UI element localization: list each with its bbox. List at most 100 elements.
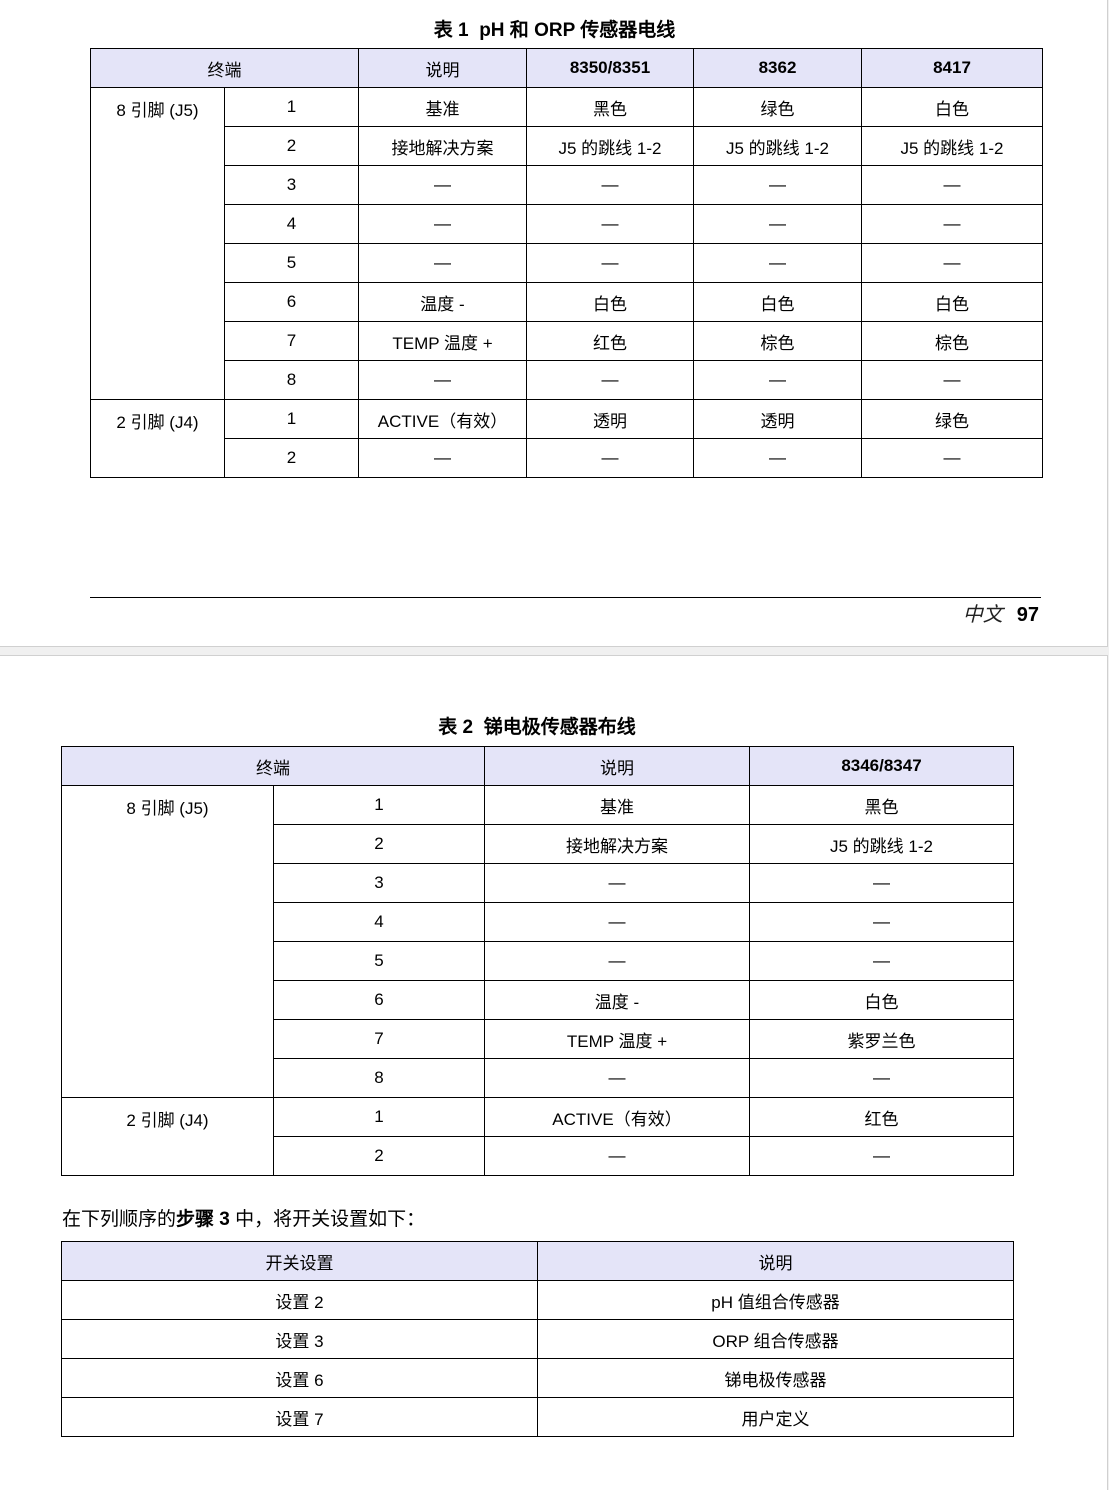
table-cell: — <box>693 438 862 478</box>
pin-number: 1 <box>273 785 485 825</box>
pin-number: 5 <box>224 243 359 283</box>
table-row: 5— — <box>62 941 1014 981</box>
table-cell: ACTIVE（有效） <box>358 399 527 439</box>
table-cell: 设置 6 <box>61 1358 538 1398</box>
header-description: 说明 <box>484 746 750 786</box>
switch-table: 开关设置 说明 设置 2 pH 值组合传感器 设置 3 ORP 组合传感器 设置 6 锑电… <box>61 1241 1014 1437</box>
table-1-caption: 表 1 pH 和 ORP 传感器电线 <box>433 20 676 41</box>
table-cell: pH 值组合传感器 <box>537 1280 1014 1320</box>
table-cell: — <box>358 438 527 478</box>
connector-group: 2 引脚 (J4) <box>61 1097 274 1176</box>
table-cell: 用户定义 <box>537 1397 1014 1437</box>
table-row: 2 引脚 (J4) 1 ACTIVE（有效） 红色 <box>61 1097 1014 1176</box>
table-cell: J5 的跳线 1-2 <box>861 126 1043 166</box>
table-cell: 白色 <box>861 282 1043 322</box>
pin-number: 3 <box>224 165 359 205</box>
table-cell: 透明 <box>526 399 694 439</box>
header-model: 8362 <box>693 48 862 88</box>
footer-rule <box>90 597 1041 598</box>
header-model: 8350/8351 <box>526 48 694 88</box>
table-cell: 棕色 <box>861 321 1043 361</box>
table-cell: 棕色 <box>693 321 862 361</box>
table-cell: J5 的跳线 1-2 <box>749 824 1014 864</box>
header-description: 说明 <box>358 48 527 88</box>
table-cell: — <box>749 902 1014 942</box>
table-cell: 绿色 <box>861 399 1043 439</box>
header-description: 说明 <box>537 1241 1014 1281</box>
table-cell: — <box>861 204 1043 244</box>
switch-instruction: 在下列顺序的步骤 3 中，将开关设置如下： <box>62 1209 426 1230</box>
header-terminal: 终端 <box>61 746 485 786</box>
table-row: 2— — <box>62 1136 1014 1176</box>
pin-number: 1 <box>224 399 359 439</box>
table-cell: 白色 <box>749 980 1014 1020</box>
table-cell: — <box>358 243 527 283</box>
pin-number: 6 <box>273 980 485 1020</box>
table-cell: — <box>749 863 1014 903</box>
table-cell: — <box>484 902 750 942</box>
table-cell: — <box>358 204 527 244</box>
table-cell: J5 的跳线 1-2 <box>693 126 862 166</box>
table-row: 5— — — — <box>91 243 1043 283</box>
table-row: 8 引脚 (J5) 1 基准 黑色 绿色 白色 <box>90 87 1043 400</box>
table-cell: — <box>526 360 694 400</box>
table-row: 设置 6 锑电极传感器 <box>61 1358 1014 1398</box>
pin-number: 7 <box>224 321 359 361</box>
table-cell: TEMP 温度 + <box>358 321 527 361</box>
page-98: 表 2 锑电极传感器布线 终端 说明 8346/8347 8 引脚 (J5) 1 基… <box>0 655 1108 1490</box>
table-row: 2 接地解决方案 J5 的跳线 1-2 J5 的跳线 1-2 J5 的跳线 1-2 <box>91 126 1043 166</box>
table-cell: — <box>526 438 694 478</box>
table-cell: 绿色 <box>693 87 862 127</box>
table-cell: — <box>749 1058 1014 1098</box>
table-cell: 设置 3 <box>61 1319 538 1359</box>
table-cell: 温度 - <box>358 282 527 322</box>
table-cell: 温度 - <box>484 980 750 1020</box>
table-cell: — <box>526 165 694 205</box>
table-cell: — <box>693 165 862 205</box>
table-row: 2 接地解决方案 J5 的跳线 1-2 <box>62 824 1014 864</box>
table-cell: — <box>749 941 1014 981</box>
table-row: 7 TEMP 温度 + 红色 棕色 棕色 <box>91 321 1043 361</box>
table-cell: 白色 <box>861 87 1043 127</box>
table-cell: — <box>693 243 862 283</box>
table-cell: 锑电极传感器 <box>537 1358 1014 1398</box>
table-cell: — <box>526 243 694 283</box>
table-cell: 红色 <box>526 321 694 361</box>
table-cell: 设置 2 <box>61 1280 538 1320</box>
pin-number: 1 <box>224 87 359 127</box>
table-cell: ORP 组合传感器 <box>537 1319 1014 1359</box>
table-row: 3— — <box>62 863 1014 903</box>
pin-number: 5 <box>273 941 485 981</box>
page-footer: 中文 97 <box>962 604 1039 626</box>
table-row: 8— — <box>62 1058 1014 1098</box>
pin-number: 2 <box>273 1136 485 1176</box>
table-row: 4— — — — <box>91 204 1043 244</box>
table-cell: — <box>861 438 1043 478</box>
pin-number: 7 <box>273 1019 485 1059</box>
table-cell: — <box>484 941 750 981</box>
table-row: 6 温度 - 白色 <box>62 980 1014 1020</box>
table-2-caption: 表 2 锑电极传感器布线 <box>438 717 636 738</box>
table-cell: 透明 <box>693 399 862 439</box>
connector-group: 2 引脚 (J4) <box>90 399 225 478</box>
connector-group: 8 引脚 (J5) <box>90 87 225 400</box>
table-cell: 接地解决方案 <box>484 824 750 864</box>
connector-group: 8 引脚 (J5) <box>61 785 274 1098</box>
table-cell: — <box>484 1136 750 1176</box>
table-1: 终端 说明 8350/8351 8362 8417 8 引脚 (J5) 1 基准 黑色… <box>90 48 1043 478</box>
table-row: 设置 2 pH 值组合传感器 <box>61 1280 1014 1320</box>
table-cell: — <box>358 360 527 400</box>
table-cell: — <box>484 863 750 903</box>
table-cell: — <box>861 243 1043 283</box>
table-cell: 黑色 <box>749 785 1014 825</box>
table-2: 终端 说明 8346/8347 8 引脚 (J5) 1 基准 黑色 2 接地解决方案 J5 … <box>61 746 1014 1176</box>
table-row: 8 引脚 (J5) 1 基准 黑色 <box>61 785 1014 1098</box>
table-row: 设置 7 用户定义 <box>61 1397 1014 1437</box>
header-terminal: 终端 <box>90 48 359 88</box>
table-row: 8— — — — <box>91 360 1043 400</box>
table-cell: 设置 7 <box>61 1397 538 1437</box>
header-model: 8346/8347 <box>749 746 1014 786</box>
pin-number: 8 <box>273 1058 485 1098</box>
table-cell: 黑色 <box>526 87 694 127</box>
pin-number: 2 <box>273 824 485 864</box>
